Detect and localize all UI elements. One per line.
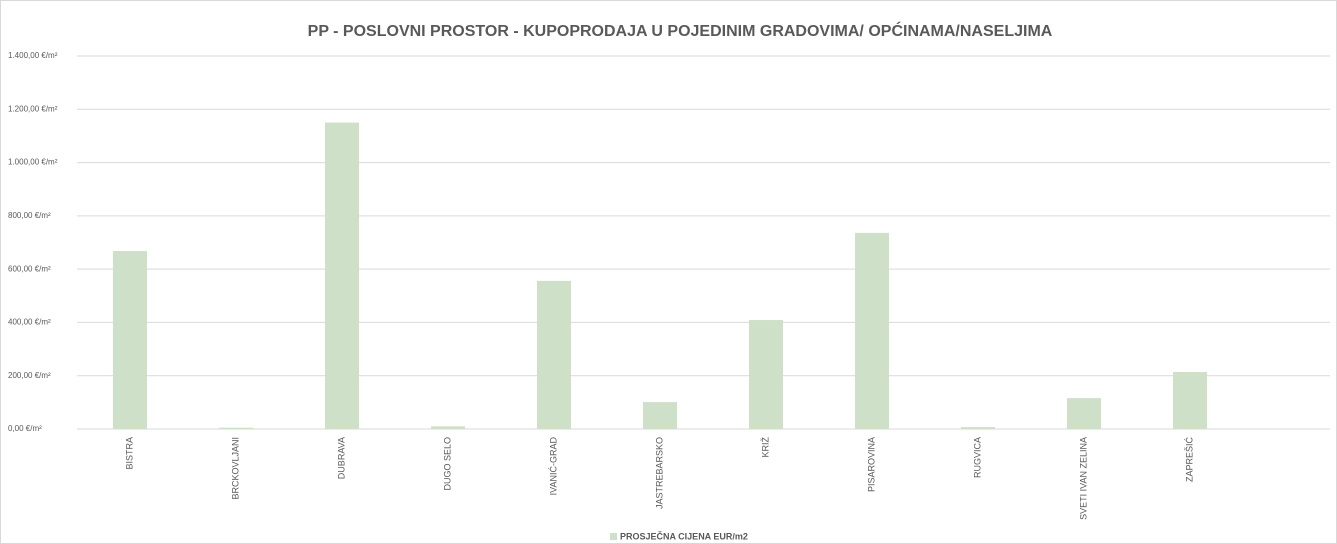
x-tick-label: DUBRAVA <box>336 437 346 479</box>
x-tick-label: DUGO SELO <box>442 437 452 491</box>
bar <box>431 426 465 429</box>
bar <box>219 427 253 429</box>
x-tick-label: PISAROVINA <box>866 437 876 492</box>
y-tick-label: 1.000,00 €/m² <box>8 158 58 167</box>
legend-swatch <box>610 533 617 540</box>
x-tick-label: ZAPREŠIĆ <box>1184 437 1194 483</box>
x-tick-label: JASTREBARSKO <box>654 437 664 509</box>
bar <box>113 251 147 429</box>
bar <box>643 402 677 429</box>
x-tick-label: BISTRA <box>124 437 134 470</box>
y-tick-label: 0,00 €/m² <box>8 424 42 433</box>
y-tick-label: 800,00 €/m² <box>8 211 51 220</box>
bar <box>537 280 571 429</box>
bar <box>1173 371 1207 429</box>
bar <box>325 122 359 429</box>
bar <box>1067 398 1101 429</box>
bar <box>855 232 889 429</box>
legend-label: PROSJEČNA CIJENA EUR/m2 <box>620 530 748 541</box>
bar <box>961 427 995 429</box>
y-tick-label: 200,00 €/m² <box>8 371 51 380</box>
x-tick-label: IVANIĆ-GRAD <box>548 437 558 496</box>
y-tick-label: 1.400,00 €/m² <box>8 51 58 60</box>
y-tick-label: 1.200,00 €/m² <box>8 104 58 113</box>
x-tick-label: RUGVICA <box>972 437 982 478</box>
y-tick-label: 400,00 €/m² <box>8 318 51 327</box>
x-tick-label: SVETI IVAN ZELINA <box>1078 437 1088 520</box>
chart-title: PP - POSLOVNI PROSTOR - KUPOPRODAJA U PO… <box>308 21 1053 40</box>
x-tick-label: BRCKOVLJANI <box>230 437 240 500</box>
bar <box>749 320 783 429</box>
y-tick-label: 600,00 €/m² <box>8 264 51 273</box>
x-tick-label: KRIŽ <box>760 437 770 458</box>
